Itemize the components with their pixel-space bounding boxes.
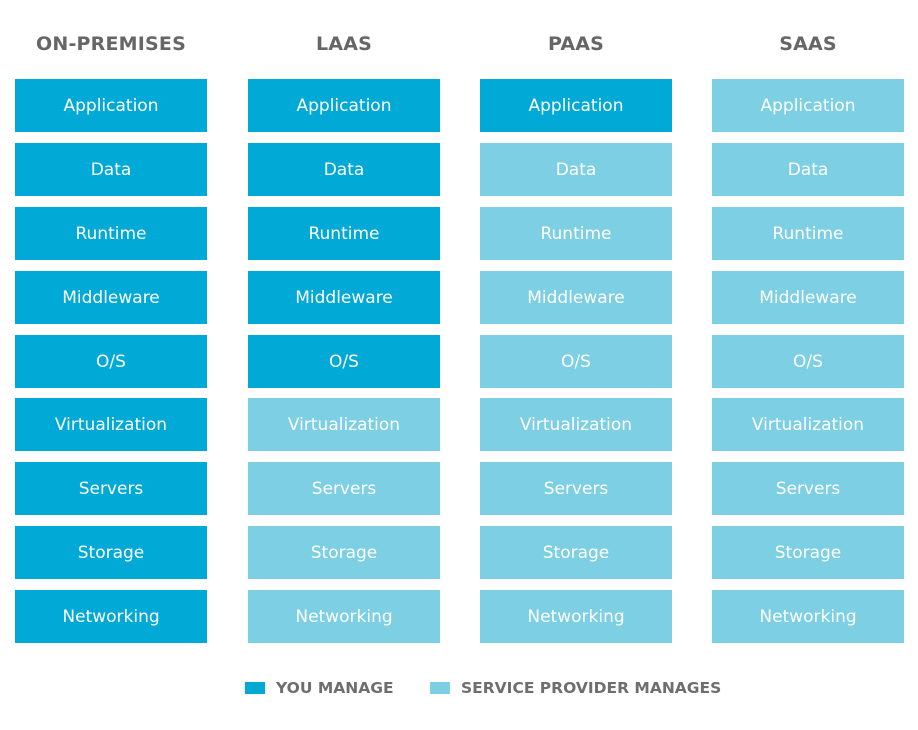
layer-application: Application — [248, 79, 440, 132]
layer-runtime: Runtime — [15, 207, 207, 260]
layer-runtime: Runtime — [480, 207, 672, 260]
layer-application: Application — [15, 79, 207, 132]
column-title: ON-PREMISES — [36, 33, 186, 55]
layer-virtualization: Virtualization — [15, 398, 207, 451]
layer-application: Application — [480, 79, 672, 132]
legend-swatch-provider-manages — [430, 682, 450, 694]
layer-virtualization: Virtualization — [248, 398, 440, 451]
layer-application: Application — [712, 79, 904, 132]
layer-networking: Networking — [15, 590, 207, 643]
layer-networking: Networking — [248, 590, 440, 643]
legend-label-you-manage: YOU MANAGE — [276, 679, 394, 697]
layer-os: O/S — [15, 335, 207, 388]
layer-middleware: Middleware — [15, 271, 207, 324]
layer-data: Data — [15, 143, 207, 196]
legend: YOU MANAGE SERVICE PROVIDER MANAGES — [0, 676, 918, 700]
layer-servers: Servers — [248, 462, 440, 515]
layer-middleware: Middleware — [248, 271, 440, 324]
layer-servers: Servers — [480, 462, 672, 515]
layer-storage: Storage — [712, 526, 904, 579]
column-title: LAAS — [315, 33, 372, 55]
layer-data: Data — [712, 143, 904, 196]
layer-virtualization: Virtualization — [480, 398, 672, 451]
layer-storage: Storage — [480, 526, 672, 579]
layer-storage: Storage — [15, 526, 207, 579]
column-title: PAAS — [547, 33, 605, 55]
legend-label-provider-manages: SERVICE PROVIDER MANAGES — [461, 679, 722, 697]
layer-runtime: Runtime — [712, 207, 904, 260]
layer-data: Data — [480, 143, 672, 196]
legend-swatch-you-manage — [245, 682, 265, 694]
layer-middleware: Middleware — [480, 271, 672, 324]
legend-item-provider-manages: SERVICE PROVIDER MANAGES — [430, 676, 721, 700]
layer-networking: Networking — [480, 590, 672, 643]
layer-servers: Servers — [15, 462, 207, 515]
layer-data: Data — [248, 143, 440, 196]
layer-storage: Storage — [248, 526, 440, 579]
layer-middleware: Middleware — [712, 271, 904, 324]
legend-item-you-manage: YOU MANAGE — [245, 676, 394, 700]
column-title: SAAS — [779, 33, 837, 55]
layer-os: O/S — [248, 335, 440, 388]
layer-os: O/S — [712, 335, 904, 388]
layer-networking: Networking — [712, 590, 904, 643]
layer-servers: Servers — [712, 462, 904, 515]
layer-runtime: Runtime — [248, 207, 440, 260]
layer-virtualization: Virtualization — [712, 398, 904, 451]
layer-os: O/S — [480, 335, 672, 388]
